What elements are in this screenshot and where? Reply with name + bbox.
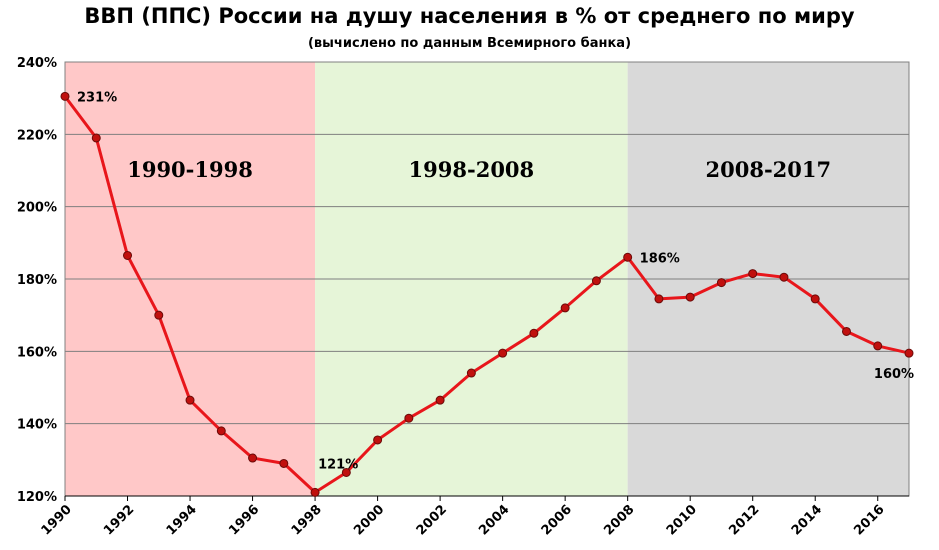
data-point-1994 — [185, 395, 195, 405]
data-label-2008: 186% — [640, 251, 680, 266]
data-labels: 231% 121% 186% 160% — [77, 90, 914, 472]
x-tick-label-5: 2000 — [351, 502, 387, 538]
data-point-1993 — [154, 310, 164, 320]
data-point-1995 — [216, 426, 226, 436]
x-tick-label-4: 1998 — [289, 502, 325, 538]
x-tick-label-8: 2006 — [539, 502, 575, 538]
data-point-1996 — [248, 453, 258, 463]
x-tick-label-0: 1990 — [39, 502, 75, 538]
data-point-2017 — [904, 348, 914, 358]
data-label-1998: 121% — [318, 457, 358, 472]
x-tick-label-9: 2008 — [601, 502, 637, 538]
x-tick-label-6: 2002 — [414, 502, 450, 538]
x-tick-label-13: 2016 — [851, 502, 887, 538]
x-tick-label-7: 2004 — [476, 502, 512, 538]
data-point-2002 — [435, 395, 445, 405]
y-tick-label-1: 140% — [17, 418, 57, 433]
data-point-2003 — [466, 368, 476, 378]
x-tick-label-2: 1994 — [164, 502, 200, 538]
y-tick-label-4: 200% — [17, 201, 57, 216]
y-tick-label-2: 160% — [17, 345, 57, 360]
period-label-3: 2008-2017 — [706, 157, 832, 182]
data-label-2017: 160% — [874, 367, 914, 382]
data-point-2009 — [654, 294, 664, 304]
y-tick-label-3: 180% — [17, 273, 57, 288]
data-point-1991 — [91, 133, 101, 143]
y-axis-ticks: 120% 140% 160% 180% 200% 220% 240% — [17, 56, 57, 505]
data-label-1990: 231% — [77, 90, 117, 105]
data-point-2013 — [779, 272, 789, 282]
data-point-2007 — [591, 276, 601, 286]
y-tick-label-0: 120% — [17, 490, 57, 505]
data-point-1998 — [310, 487, 320, 497]
data-point-1992 — [123, 250, 133, 260]
plot-frame — [64, 61, 910, 501]
x-tick-label-3: 1996 — [226, 502, 262, 538]
data-point-1997 — [279, 458, 289, 468]
data-point-1990 — [60, 91, 70, 101]
x-tick-label-11: 2012 — [726, 502, 762, 538]
data-point-2012 — [748, 269, 758, 279]
data-point-2006 — [560, 303, 570, 313]
data-point-2008 — [623, 252, 633, 262]
series-line — [63, 95, 910, 494]
chart-subtitle: (вычислено по данным Всемирного банка) — [307, 36, 632, 51]
data-point-2005 — [529, 328, 539, 338]
period-labels: 1990-1998 1998-2008 2008-2017 — [127, 157, 831, 182]
data-point-2011 — [716, 278, 726, 288]
x-axis-ticks: 1990 1992 1994 1996 1998 2000 2002 2004 2006 2008… — [39, 502, 888, 538]
data-point-2014 — [810, 294, 820, 304]
y-tick-label-5: 220% — [17, 128, 57, 143]
series-points — [60, 91, 914, 497]
period-label-2: 1998-2008 — [409, 157, 535, 182]
x-tick-label-12: 2014 — [789, 502, 825, 538]
data-point-2001 — [404, 413, 414, 423]
data-point-2004 — [498, 348, 508, 358]
y-tick-label-6: 240% — [17, 56, 57, 71]
x-tick-label-10: 2010 — [664, 502, 700, 538]
x-tick-label-1: 1992 — [101, 502, 137, 538]
chart-title: ВВП (ППС) России на душу населения в % о… — [84, 4, 855, 28]
data-point-2016 — [873, 341, 883, 351]
series-polyline — [63, 95, 910, 494]
data-point-2000 — [373, 435, 383, 445]
data-point-2010 — [685, 292, 695, 302]
period-label-1: 1990-1998 — [127, 157, 253, 182]
data-point-1999 — [341, 467, 351, 477]
data-point-2015 — [841, 326, 851, 336]
